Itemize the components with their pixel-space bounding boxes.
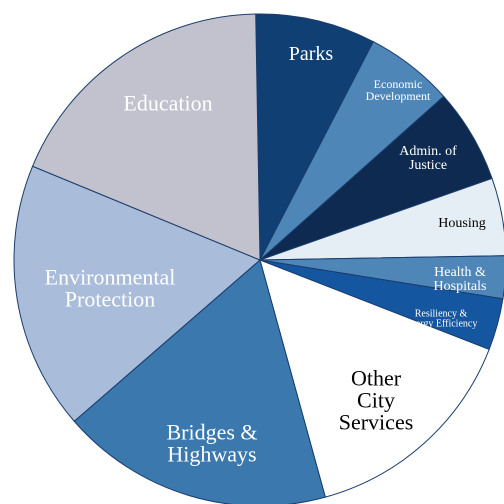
slice-label: Parks bbox=[289, 43, 334, 65]
pie-slice bbox=[73, 259, 326, 504]
pie-slice bbox=[259, 177, 504, 261]
pie-slice bbox=[31, 13, 261, 261]
slice-label: Bridges & Highways bbox=[166, 420, 257, 467]
slice-label: Health & Hospitals bbox=[434, 265, 487, 294]
slice-label: Admin. of Justice bbox=[399, 144, 457, 173]
pie-slice bbox=[13, 165, 261, 422]
slice-label: Economic Development bbox=[366, 77, 431, 103]
slice-label: Resiliency & Energy Efficiency bbox=[405, 309, 478, 330]
slice-label: Environmental Protection bbox=[45, 265, 176, 312]
slice-label: Education bbox=[123, 91, 212, 116]
pie-slice bbox=[259, 259, 490, 498]
slice-label: Housing bbox=[438, 216, 485, 231]
pie-slice bbox=[255, 13, 375, 261]
slice-label: Other City Services bbox=[339, 366, 414, 435]
